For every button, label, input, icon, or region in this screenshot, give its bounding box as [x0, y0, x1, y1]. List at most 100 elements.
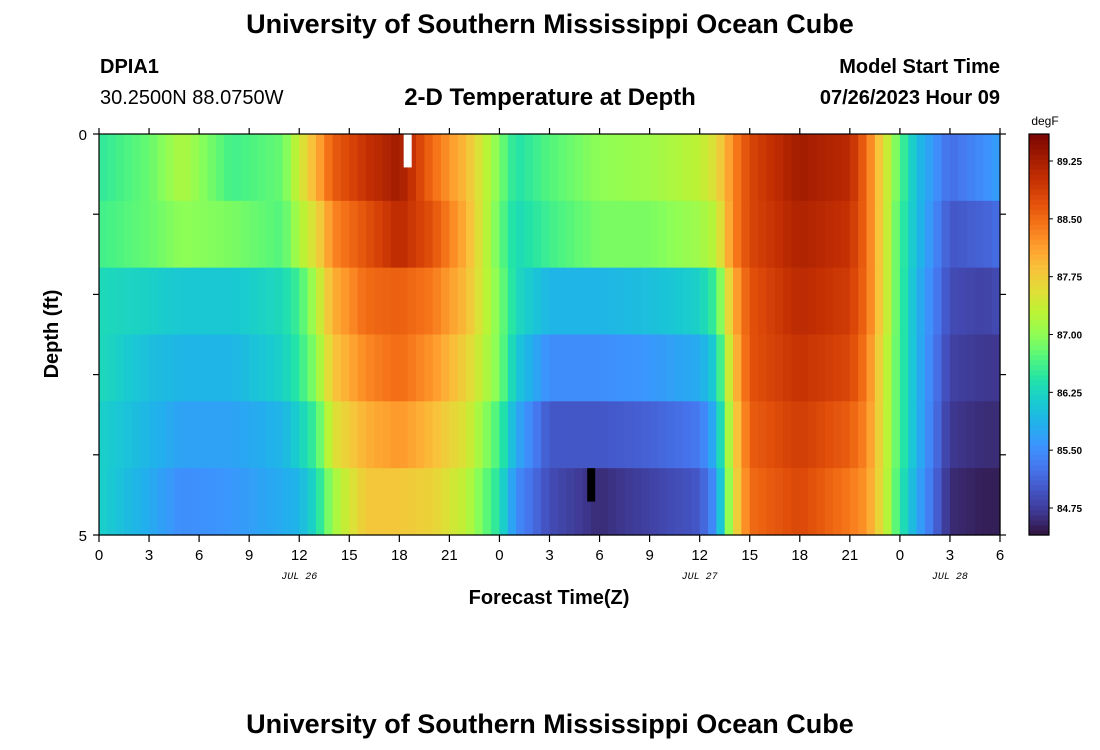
heatmap-cell [407, 334, 417, 402]
colorbar-segment [1029, 284, 1049, 290]
heatmap-cell [874, 401, 884, 469]
heatmap-cell [841, 468, 851, 536]
heatmap-cell [966, 200, 976, 269]
heatmap-cell [491, 200, 501, 269]
heatmap-cell [874, 134, 884, 202]
heatmap-cell [949, 134, 959, 202]
heatmap-cell [432, 468, 442, 536]
heatmap-cell [99, 468, 108, 536]
heatmap-cell [557, 468, 567, 536]
heatmap-cell [591, 334, 601, 402]
heatmap-cell [657, 401, 667, 469]
heatmap-cell [349, 334, 359, 402]
heatmap-cell [524, 401, 534, 469]
heatmap-cell [416, 267, 425, 336]
heatmap-cell [349, 134, 359, 202]
heatmap-marker [587, 468, 596, 502]
heatmap-cell [616, 267, 626, 336]
heatmap-cell [924, 401, 934, 469]
heatmap-cell [849, 468, 859, 536]
heatmap-cell [365, 468, 375, 536]
heatmap-cell [749, 334, 759, 402]
heatmap-cell [124, 267, 133, 336]
heatmap-cell [107, 200, 117, 269]
heatmap-cell [741, 134, 751, 202]
colorbar-segment [1029, 439, 1049, 446]
heatmap-cell [566, 200, 576, 269]
heatmap-cell [457, 134, 467, 202]
heatmap-cell [849, 401, 859, 469]
heatmap-cell [174, 468, 184, 536]
heatmap-cell [482, 134, 492, 202]
heatmap-cell [682, 401, 692, 469]
heatmap-markers [403, 134, 596, 502]
heatmap-cell [557, 267, 567, 336]
heatmap-cell [866, 334, 876, 402]
colorbar-segment [1029, 249, 1049, 255]
colorbar-segment [1029, 469, 1049, 476]
heatmap-cell [816, 267, 826, 336]
heatmap-cell [449, 200, 459, 269]
heatmap-cell [833, 334, 843, 402]
colorbar-segment [1029, 329, 1049, 336]
heatmap-cell [682, 468, 692, 536]
heatmap-cell [124, 334, 133, 402]
heatmap-cell [357, 134, 367, 202]
heatmap-cell [724, 468, 734, 536]
y-tick-label: 5 [79, 528, 87, 545]
heatmap-cell [416, 401, 425, 469]
heatmap-cell [849, 200, 859, 269]
heatmap-cell [666, 267, 676, 336]
heatmap-cell [190, 200, 200, 269]
heatmap-cell [382, 134, 392, 202]
heatmap-cell [758, 134, 767, 202]
heatmap-cell [107, 334, 117, 402]
heatmap-cell [357, 334, 367, 402]
heatmap-cell [966, 334, 976, 402]
heatmap-cell [532, 334, 542, 402]
heatmap-cell [232, 200, 242, 269]
heatmap-cell [866, 401, 876, 469]
heatmap-cell [140, 267, 150, 336]
heatmap-cell [616, 334, 626, 402]
y-tick-label: 0 [79, 127, 87, 144]
heatmap-cell [599, 468, 609, 536]
heatmap-cell [774, 468, 784, 536]
heatmap-cell [532, 468, 542, 536]
colorbar-segment [1029, 324, 1049, 331]
heatmap-cell [607, 334, 617, 402]
heatmap-cell [232, 334, 242, 402]
heatmap-cell [991, 134, 1001, 202]
heatmap-cell [132, 401, 142, 469]
heatmap-cell [390, 334, 400, 402]
heatmap-cell [566, 267, 576, 336]
heatmap-cell [382, 267, 392, 336]
heatmap-cell [841, 334, 851, 402]
heatmap-cell [257, 334, 267, 402]
heatmap-cell [941, 334, 951, 402]
heatmap-cell [149, 200, 158, 269]
colorbar-segment [1029, 434, 1049, 441]
heatmap-cell [265, 334, 275, 402]
heatmap-cell [466, 134, 476, 202]
heatmap-cell [974, 401, 984, 469]
heatmap-cell [374, 134, 384, 202]
heatmap-cell [674, 401, 684, 469]
heatmap-cell [791, 200, 801, 269]
heatmap-cell [916, 334, 926, 402]
heatmap-cell [432, 200, 442, 269]
heatmap-cell [808, 134, 818, 202]
colorbar-segment [1029, 459, 1049, 466]
heatmap-cell [390, 200, 400, 269]
heatmap-cell [833, 134, 843, 202]
heatmap-cell [924, 468, 934, 536]
heatmap-cell [799, 334, 809, 402]
heatmap-cell [240, 134, 250, 202]
heatmap-cell [482, 200, 492, 269]
heatmap-cell [883, 401, 893, 469]
heatmap-cell [591, 468, 601, 536]
heatmap-cell [365, 267, 375, 336]
colorbar-segment [1029, 189, 1049, 195]
heatmap-cell [741, 267, 751, 336]
heatmap-cell [140, 468, 150, 536]
